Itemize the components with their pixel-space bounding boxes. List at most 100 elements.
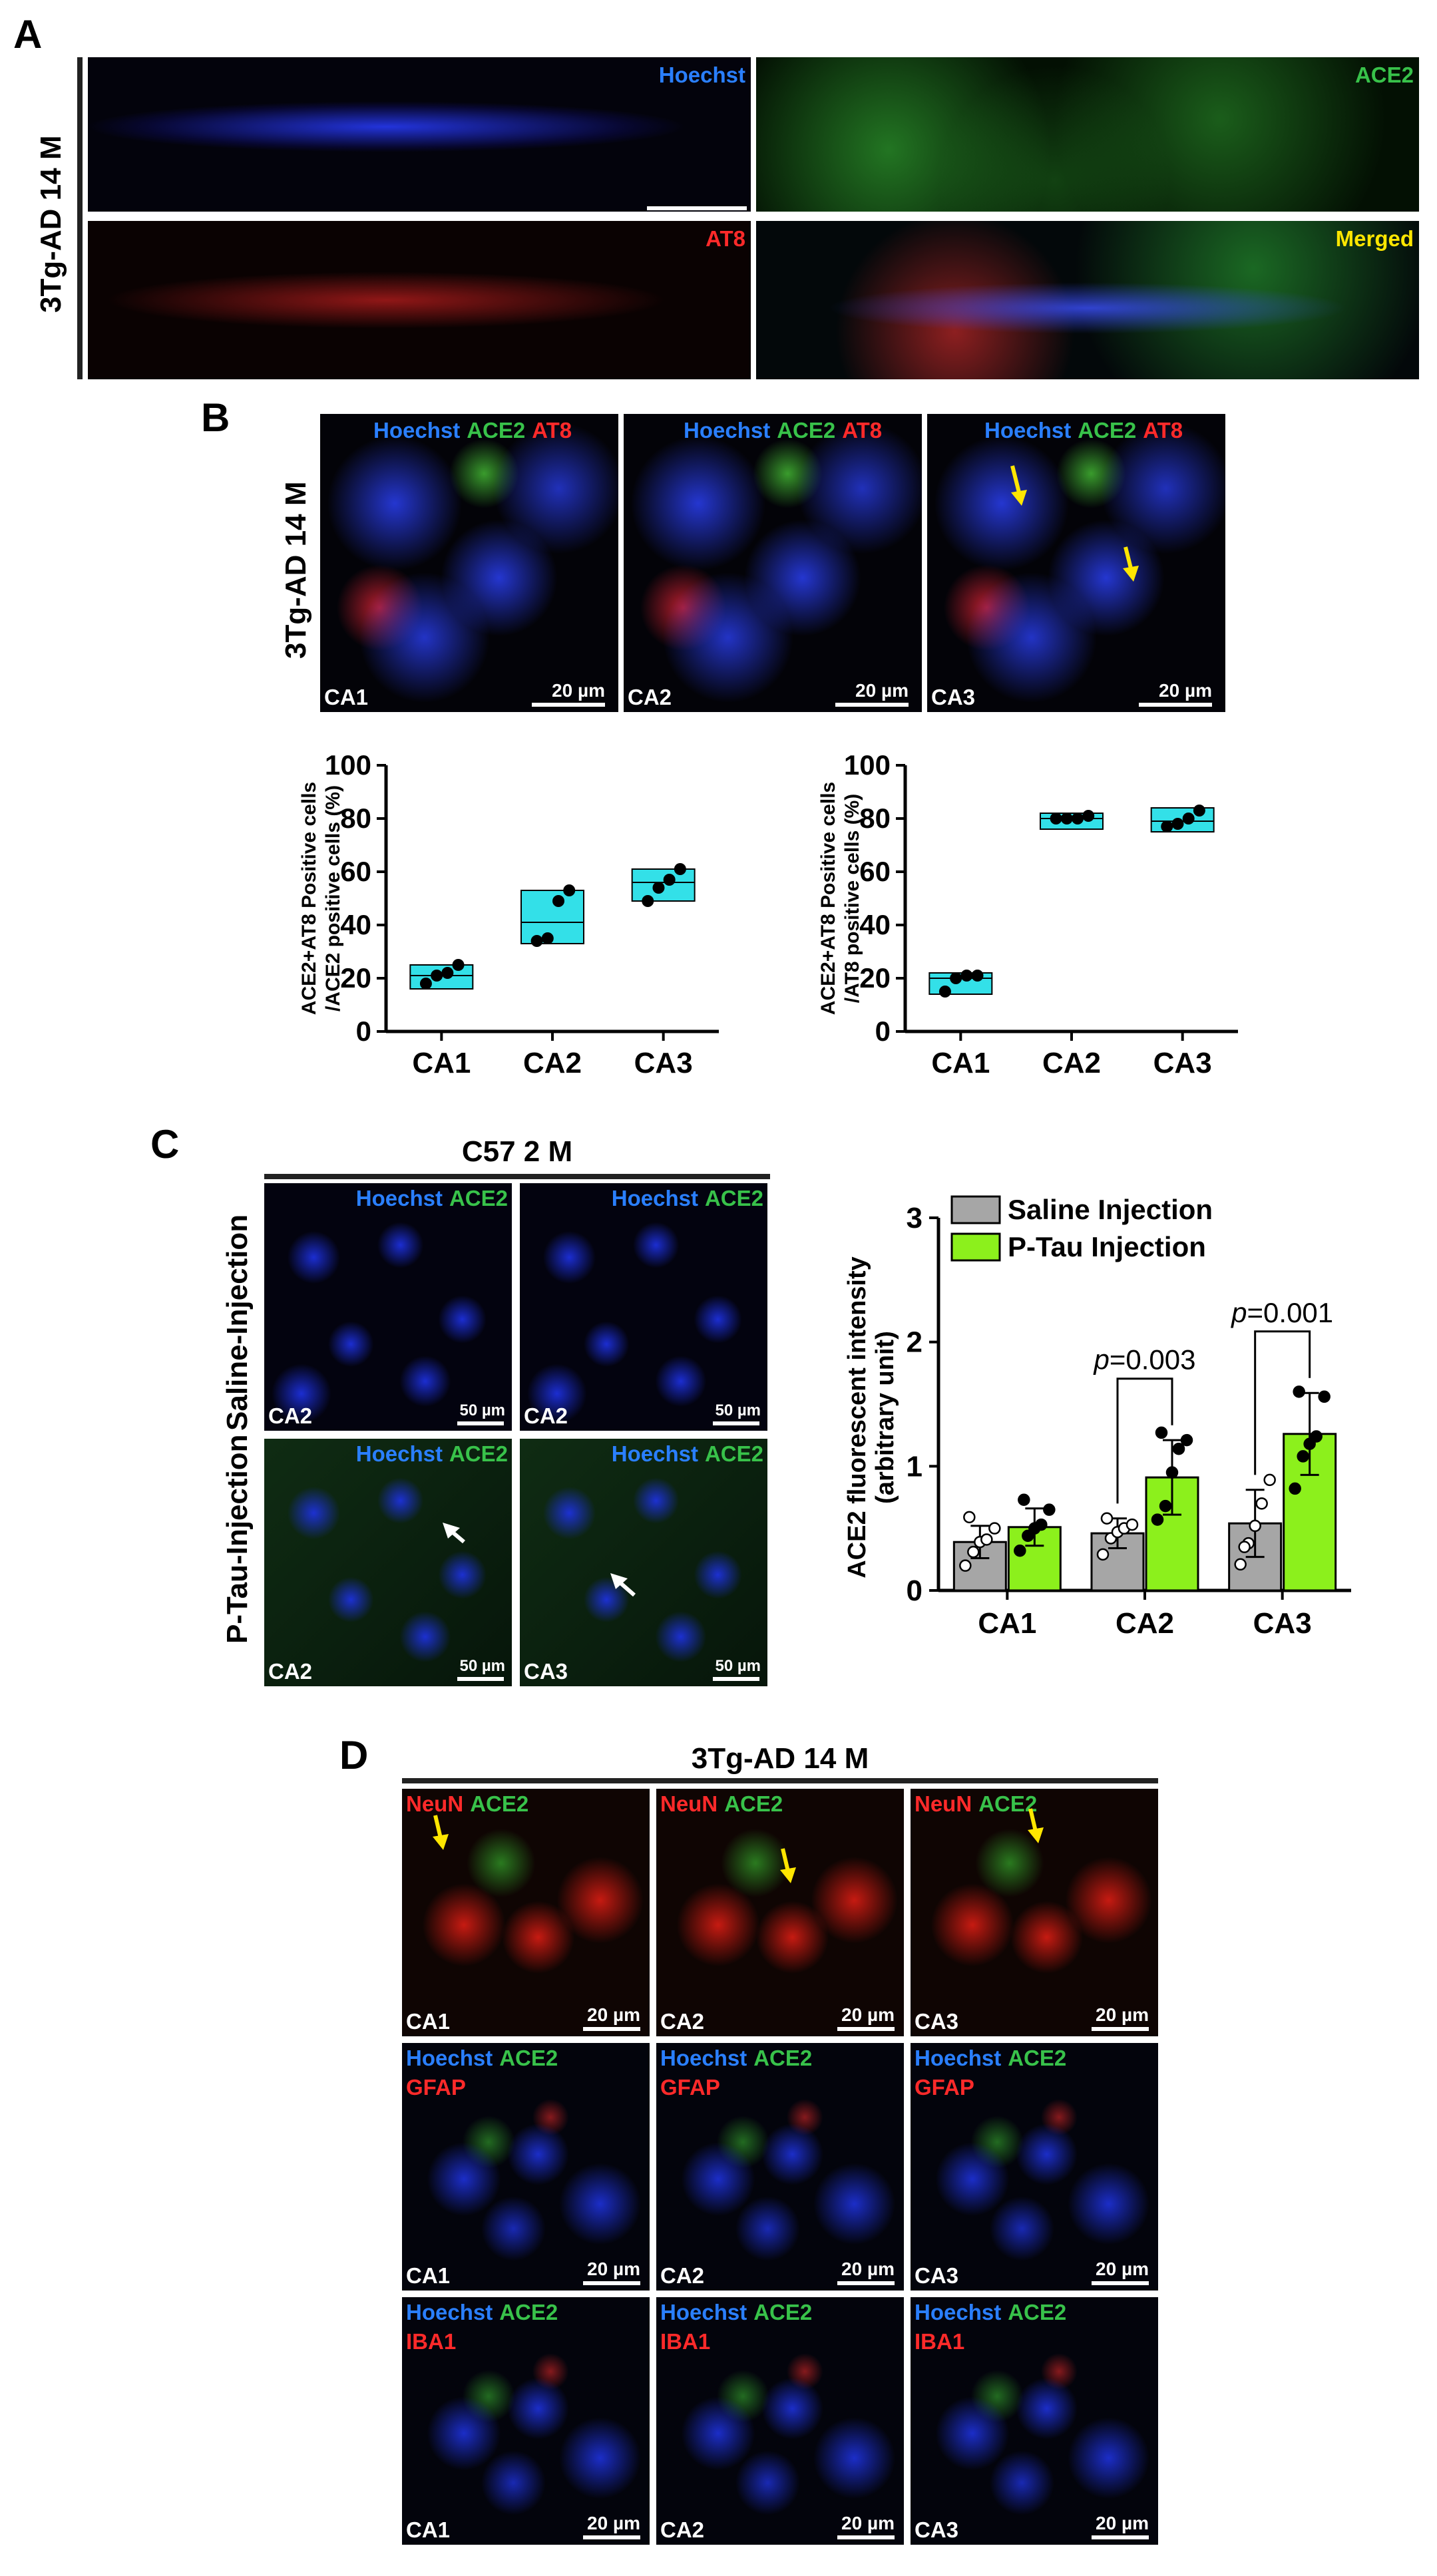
stain-ace2: ACE2 bbox=[449, 1441, 508, 1466]
y-tick-label: 60 bbox=[340, 856, 371, 887]
significance-bracket bbox=[1116, 1378, 1173, 1504]
stain-hoechst: Hoechst bbox=[611, 1186, 698, 1210]
stain-hoechst: Hoechst bbox=[915, 2300, 1002, 2324]
stain-labels: Hoechst ACE2 bbox=[612, 1187, 763, 1209]
region-label: CA3 bbox=[915, 2009, 959, 2034]
stain-ace2: ACE2 bbox=[470, 1791, 529, 1816]
stain-labels: Hoechst ACE2 bbox=[915, 2301, 1066, 2323]
scalebar-text: 20 µm bbox=[1159, 680, 1212, 701]
panel-a-bracket bbox=[77, 57, 83, 379]
stain-neun: NeuN bbox=[660, 1791, 718, 1816]
stain-hoechst: Hoechst bbox=[373, 418, 461, 443]
x-tick-label: CA2 bbox=[523, 1047, 582, 1079]
stain-neun: NeuN bbox=[406, 1791, 464, 1816]
data-point bbox=[1193, 805, 1205, 817]
stain-labels: Hoechst ACE2 bbox=[356, 1443, 508, 1465]
stain-hoechst: Hoechst bbox=[406, 2046, 493, 2070]
stain-labels: Hoechst ACE2 bbox=[406, 2047, 558, 2069]
panel-a-row-label: 3Tg-AD 14 M bbox=[35, 135, 67, 313]
panel-c-image-saline-2: Hoechst ACE2 CA2 50 µm bbox=[520, 1183, 767, 1431]
data-point bbox=[552, 895, 564, 907]
data-point bbox=[1060, 813, 1073, 825]
region-label: CA2 bbox=[660, 2263, 705, 2288]
panel-d-image-row3-ca2: Hoechst ACE2 IBA1 CA2 20 µm bbox=[656, 2297, 904, 2545]
data-point bbox=[1126, 1518, 1139, 1531]
panel-a-at8-image: AT8 bbox=[88, 221, 751, 379]
data-point bbox=[959, 1559, 972, 1572]
data-point bbox=[1249, 1519, 1261, 1533]
panel-a-scalebar bbox=[647, 206, 747, 210]
scalebar bbox=[837, 2281, 895, 2285]
y-tick-label: 100 bbox=[325, 749, 371, 781]
x-tick-label: CA2 bbox=[1116, 1607, 1174, 1640]
panel-a-hoechst-image: Hoechst bbox=[88, 57, 751, 212]
scalebar bbox=[1139, 703, 1212, 707]
panel-c-row-label-ptau: P-Tau-Injection bbox=[221, 1434, 254, 1644]
data-point bbox=[563, 884, 576, 896]
data-point bbox=[1151, 1513, 1164, 1526]
stain-labels: NeuN ACE2 bbox=[915, 1793, 1037, 1815]
region-label: CA3 bbox=[524, 1659, 568, 1684]
panel-c-image-ptau-1: Hoechst ACE2 CA2 50 µm bbox=[264, 1439, 512, 1686]
stain-ace2: ACE2 bbox=[1008, 2046, 1067, 2070]
stain-hoechst: Hoechst bbox=[611, 1441, 698, 1466]
data-point bbox=[1171, 818, 1184, 830]
data-point bbox=[431, 970, 443, 982]
data-point bbox=[674, 863, 686, 875]
p-symbol: p bbox=[1230, 1297, 1247, 1328]
scalebar-text: 20 µm bbox=[1096, 2259, 1149, 2279]
stain-glia-marker: GFAP bbox=[915, 2075, 974, 2100]
scalebar bbox=[457, 1421, 504, 1425]
stain-glia-marker: IBA1 bbox=[660, 2329, 711, 2354]
data-point bbox=[1293, 1385, 1305, 1398]
y-tick-label: 2 bbox=[907, 1326, 923, 1359]
scalebar-text: 20 µm bbox=[552, 680, 605, 701]
stain-hoechst: Hoechst bbox=[355, 1186, 443, 1210]
y-tick-label: 20 bbox=[859, 962, 891, 994]
y-axis-label-line1: ACE2+AT8 Positive cells bbox=[298, 782, 320, 1015]
data-point bbox=[1255, 1497, 1268, 1510]
y-tick-label: 3 bbox=[907, 1202, 923, 1234]
scalebar-text: 20 µm bbox=[841, 2513, 895, 2533]
y-axis-label-line1: ACE2 fluorescent intensity bbox=[843, 1256, 871, 1578]
stain-neun: NeuN bbox=[915, 1791, 972, 1816]
data-point bbox=[938, 986, 951, 998]
y-tick-label: 40 bbox=[859, 909, 891, 940]
data-point bbox=[1234, 1558, 1247, 1571]
y-tick-label: 60 bbox=[859, 856, 891, 887]
yellow-arrow-icon bbox=[1124, 546, 1133, 569]
stain-labels: NeuN ACE2 bbox=[660, 1793, 783, 1815]
stain-hoechst: Hoechst bbox=[355, 1441, 443, 1466]
y-tick-label: 40 bbox=[340, 909, 371, 940]
stain-hoechst: Hoechst bbox=[915, 2046, 1002, 2070]
p-value: =0.003 bbox=[1110, 1344, 1196, 1376]
region-label: CA2 bbox=[660, 2009, 705, 2034]
data-point bbox=[1155, 1426, 1168, 1439]
data-point bbox=[1165, 1466, 1179, 1479]
stain-ace2: ACE2 bbox=[499, 2300, 558, 2324]
panel-a-at8-label: AT8 bbox=[706, 226, 745, 251]
yellow-arrow-icon bbox=[780, 1848, 796, 1883]
scalebar-text: 20 µm bbox=[855, 680, 909, 701]
stain-ace2: ACE2 bbox=[704, 1441, 763, 1466]
scalebar bbox=[1092, 2027, 1149, 2031]
panel-b-stain-labels: Hoechst ACE2 AT8 bbox=[684, 419, 882, 441]
data-point bbox=[1297, 1450, 1309, 1463]
scalebar-text: 20 µm bbox=[587, 2513, 640, 2533]
stain-ace2: ACE2 bbox=[1008, 2300, 1067, 2324]
yellow-arrowhead-icon bbox=[1123, 566, 1139, 582]
data-point bbox=[1310, 1430, 1323, 1443]
stain-glia-marker: GFAP bbox=[406, 2075, 466, 2100]
region-label: CA2 bbox=[524, 1403, 568, 1428]
x-tick-label: CA1 bbox=[412, 1047, 471, 1079]
stain-hoechst: Hoechst bbox=[406, 2300, 493, 2324]
y-tick-label: 0 bbox=[875, 1015, 891, 1047]
panel-d-image-row1-ca3: NeuN ACE2 CA3 20 µm bbox=[911, 1789, 1158, 2036]
stain-hoechst: Hoechst bbox=[660, 2300, 747, 2324]
panel-c-header: C57 2 M bbox=[461, 1135, 573, 1168]
y-axis-label-line1: ACE2+AT8 Positive cells bbox=[817, 782, 839, 1015]
scalebar-text: 50 µm bbox=[715, 1657, 761, 1675]
y-axis-label-line2: /AT8 positive cells (%) bbox=[841, 794, 863, 1004]
legend-swatch bbox=[950, 1195, 1001, 1224]
